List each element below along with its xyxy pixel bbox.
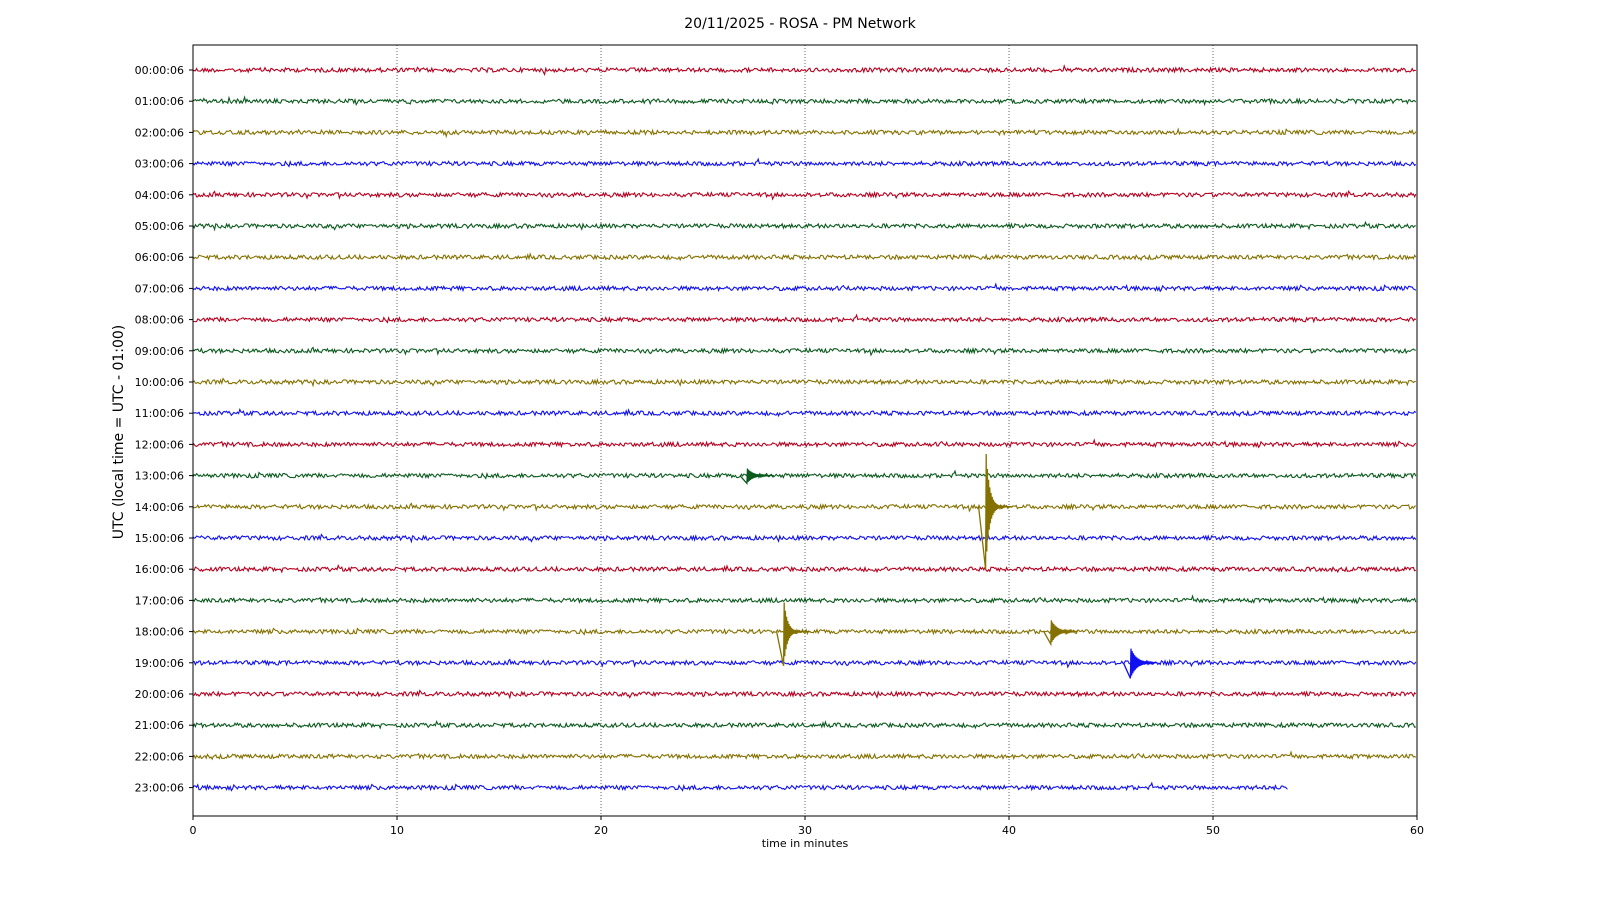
y-tick-label-7: 07:00:06 [135, 282, 184, 295]
y-tick-label-11: 11:00:06 [135, 407, 184, 420]
trace-20-00-06 [192, 689, 1417, 700]
trace-22-00-06 [192, 750, 1417, 761]
y-tick-label-20: 20:00:06 [135, 688, 184, 701]
y-axis-label: UTC (local time = UTC - 01:00) [111, 325, 127, 540]
trace-16-00-06 [192, 563, 1416, 574]
trace-09-00-06 [192, 346, 1416, 357]
y-tick-label-13: 13:00:06 [135, 470, 184, 483]
event-spike-18-00-06-1 [1043, 620, 1078, 647]
y-tick-label-9: 09:00:06 [135, 345, 184, 358]
x-tick-label-30: 30 [798, 824, 812, 837]
y-tick-label-1: 01:00:06 [135, 95, 184, 108]
x-tick-label-0: 0 [190, 824, 197, 837]
event-spikes [739, 453, 1158, 679]
y-tick-label-21: 21:00:06 [135, 719, 184, 732]
trace-06-00-06 [192, 252, 1417, 262]
event-spike-14-00-06-0 [977, 453, 1013, 570]
y-tick-label-0: 00:00:06 [135, 64, 184, 77]
trace-18-00-06 [192, 625, 1417, 636]
y-tick-label-8: 08:00:06 [135, 314, 184, 327]
trace-23-00-06 [192, 781, 1288, 792]
trace-01-00-06 [192, 95, 1417, 107]
y-tick-label-15: 15:00:06 [135, 532, 184, 545]
trace-19-00-06 [192, 658, 1417, 669]
plot-frame [192, 44, 1418, 817]
y-tick-label-10: 10:00:06 [135, 376, 184, 389]
x-tick-labels: 0 10 20 30 40 50 60 [190, 816, 1424, 837]
trace-04-00-06 [192, 190, 1417, 201]
y-tick-label-2: 02:00:06 [135, 126, 184, 139]
trace-12-00-06 [192, 438, 1417, 449]
x-tick-label-20: 20 [594, 824, 608, 837]
trace-03-00-06 [192, 157, 1417, 168]
trace-21-00-06 [192, 719, 1416, 730]
x-tick-label-10: 10 [390, 824, 404, 837]
chart-title: 20/11/2025 - ROSA - PM Network [684, 16, 916, 32]
y-tick-label-23: 23:00:06 [135, 782, 184, 795]
trace-00-00-06 [192, 64, 1416, 77]
trace-15-00-06 [192, 533, 1417, 544]
x-tick-label-60: 60 [1410, 824, 1424, 837]
y-tick-label-16: 16:00:06 [135, 563, 184, 576]
y-tick-label-14: 14:00:06 [135, 501, 184, 514]
y-tick-label-22: 22:00:06 [135, 750, 184, 763]
trace-08-00-06 [192, 313, 1417, 324]
event-spike-13-00-06-0 [739, 468, 774, 486]
y-tick-labels: 00:00:06 01:00:06 02:00:06 03:00:06 04:00:06… [135, 64, 193, 795]
y-tick-label-17: 17:00:06 [135, 594, 184, 607]
event-spike-19-00-06-0 [1122, 648, 1158, 679]
y-tick-label-6: 06:00:06 [135, 251, 184, 264]
trace-02-00-06 [192, 127, 1417, 139]
trace-14-00-06 [192, 502, 1417, 513]
y-tick-label-18: 18:00:06 [135, 626, 184, 639]
y-tick-label-12: 12:00:06 [135, 438, 184, 451]
y-tick-label-19: 19:00:06 [135, 657, 184, 670]
trace-13-00-06 [192, 469, 1417, 480]
trace-10-00-06 [192, 377, 1416, 388]
y-tick-label-5: 05:00:06 [135, 220, 184, 233]
y-tick-label-4: 04:00:06 [135, 189, 184, 202]
x-tick-label-40: 40 [1002, 824, 1016, 837]
y-tick-label-3: 03:00:06 [135, 158, 184, 171]
trace-17-00-06 [192, 594, 1417, 605]
event-spike-18-00-06-0 [775, 602, 811, 667]
trace-07-00-06 [192, 282, 1417, 293]
trace-05-00-06 [192, 220, 1416, 232]
x-axis-label: time in minutes [762, 837, 849, 850]
grid-lines [396, 45, 1214, 816]
trace-lines [192, 64, 1417, 792]
trace-11-00-06 [192, 407, 1417, 418]
x-tick-label-50: 50 [1206, 824, 1220, 837]
